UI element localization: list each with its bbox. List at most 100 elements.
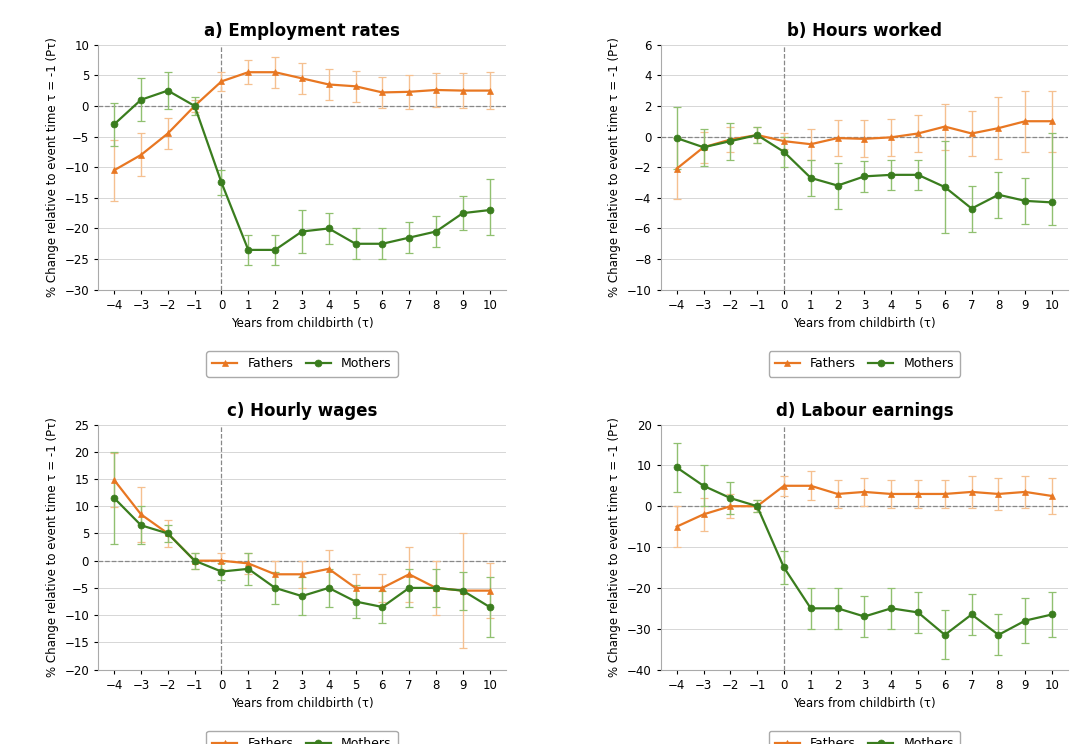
Fathers: [268, 570, 281, 579]
Line: Fathers: Fathers: [111, 477, 493, 594]
Fathers: [376, 88, 389, 97]
Fathers: [108, 166, 121, 175]
Mothers: [429, 227, 443, 236]
Mothers: [670, 134, 683, 143]
Fathers: [751, 130, 764, 139]
Mothers: [965, 204, 978, 213]
Mothers: [402, 583, 415, 592]
Fathers: [376, 583, 389, 592]
Line: Mothers: Mothers: [111, 87, 493, 254]
Mothers: [992, 190, 1005, 199]
Fathers: [911, 490, 924, 498]
Mothers: [323, 224, 336, 233]
Fathers: [349, 82, 362, 91]
Mothers: [108, 120, 121, 129]
Fathers: [242, 68, 255, 77]
Fathers: [831, 490, 844, 498]
Fathers: [189, 101, 202, 110]
Mothers: [697, 143, 710, 152]
Mothers: [376, 603, 389, 612]
Mothers: [161, 529, 174, 538]
Fathers: [1045, 492, 1058, 501]
Fathers: [804, 481, 818, 490]
Mothers: [831, 604, 844, 613]
Fathers: [777, 137, 790, 146]
Fathers: [992, 124, 1005, 132]
Fathers: [858, 135, 871, 144]
Line: Mothers: Mothers: [674, 464, 1055, 638]
Fathers: [402, 570, 415, 579]
X-axis label: Years from childbirth (τ): Years from childbirth (τ): [231, 317, 373, 330]
Mothers: [457, 208, 470, 217]
Line: Fathers: Fathers: [111, 68, 493, 173]
Title: c) Hourly wages: c) Hourly wages: [227, 403, 377, 420]
Fathers: [161, 529, 174, 538]
Y-axis label: % Change relative to event time τ = -1 (Pτ): % Change relative to event time τ = -1 (…: [46, 417, 59, 677]
X-axis label: Years from childbirth (τ): Years from childbirth (τ): [794, 697, 935, 711]
Mothers: [938, 182, 952, 191]
Mothers: [189, 557, 202, 565]
Fathers: [429, 86, 443, 94]
Fathers: [965, 487, 978, 496]
Fathers: [697, 143, 710, 152]
Mothers: [670, 463, 683, 472]
Fathers: [858, 487, 871, 496]
Mothers: [402, 233, 415, 242]
Mothers: [376, 240, 389, 248]
Mothers: [1045, 610, 1058, 619]
Title: d) Labour earnings: d) Labour earnings: [776, 403, 954, 420]
Mothers: [965, 610, 978, 619]
Mothers: [457, 586, 470, 595]
Mothers: [268, 246, 281, 254]
Mothers: [858, 612, 871, 621]
Fathers: [992, 490, 1005, 498]
Fathers: [670, 164, 683, 173]
Mothers: [911, 170, 924, 179]
Mothers: [1045, 198, 1058, 207]
Fathers: [670, 522, 683, 531]
Fathers: [108, 475, 121, 484]
Fathers: [134, 150, 147, 159]
Fathers: [242, 559, 255, 568]
Mothers: [161, 86, 174, 95]
Fathers: [268, 68, 281, 77]
Fathers: [215, 557, 228, 565]
Legend: Fathers, Mothers: Fathers, Mothers: [206, 731, 398, 744]
Fathers: [938, 122, 952, 131]
Fathers: [483, 86, 496, 95]
Mothers: [858, 172, 871, 181]
Mothers: [751, 501, 764, 510]
Mothers: [295, 227, 308, 236]
Mothers: [938, 630, 952, 639]
Fathers: [938, 490, 952, 498]
Mothers: [911, 608, 924, 617]
Line: Mothers: Mothers: [111, 495, 493, 610]
Line: Mothers: Mothers: [674, 132, 1055, 212]
Mothers: [831, 181, 844, 190]
Fathers: [885, 490, 898, 498]
Fathers: [295, 570, 308, 579]
Y-axis label: % Change relative to event time τ = -1 (Pτ): % Change relative to event time τ = -1 (…: [608, 37, 621, 297]
Legend: Fathers, Mothers: Fathers, Mothers: [206, 351, 398, 376]
Legend: Fathers, Mothers: Fathers, Mothers: [768, 351, 960, 376]
Fathers: [457, 586, 470, 595]
Fathers: [831, 134, 844, 143]
Mothers: [804, 604, 818, 613]
Mothers: [108, 493, 121, 502]
Legend: Fathers, Mothers: Fathers, Mothers: [768, 731, 960, 744]
Fathers: [751, 501, 764, 510]
Line: Fathers: Fathers: [674, 482, 1055, 530]
Fathers: [215, 77, 228, 86]
Mothers: [134, 95, 147, 104]
Mothers: [323, 583, 336, 592]
Fathers: [724, 135, 737, 144]
Mothers: [349, 597, 362, 606]
Mothers: [189, 101, 202, 110]
Fathers: [697, 510, 710, 519]
Mothers: [992, 630, 1005, 639]
Line: Fathers: Fathers: [674, 118, 1055, 172]
Mothers: [697, 481, 710, 490]
Fathers: [189, 557, 202, 565]
Fathers: [295, 74, 308, 83]
Mothers: [1019, 616, 1032, 625]
